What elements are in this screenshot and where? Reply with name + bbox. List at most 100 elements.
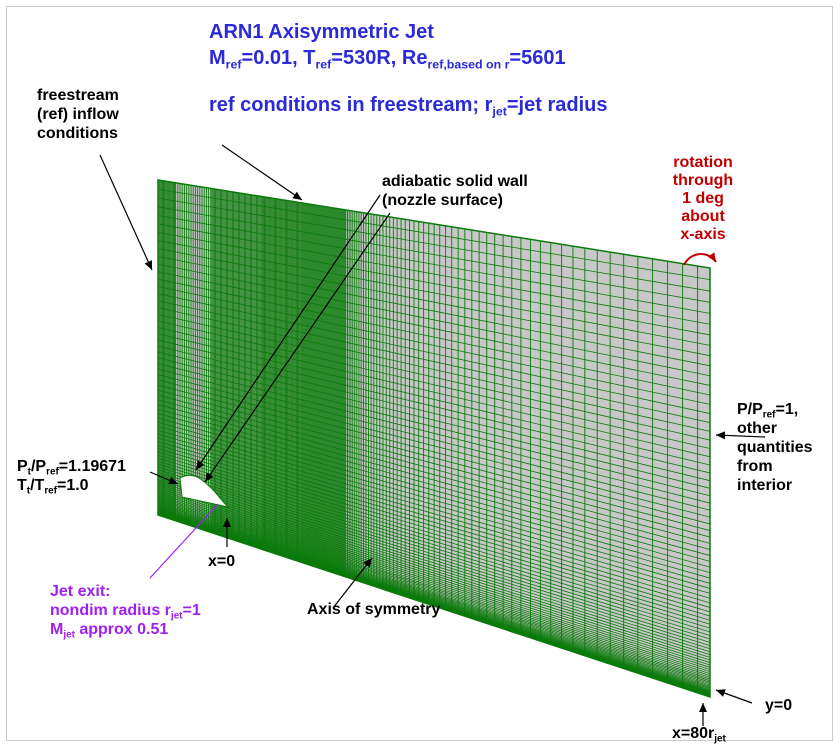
- temp-subscript: ref: [315, 57, 332, 72]
- freestream-label-line: conditions: [37, 125, 118, 142]
- pt-value: =1.19671: [58, 458, 126, 475]
- mesh-radial-line: [158, 404, 710, 556]
- x80-text: x=80r: [672, 725, 715, 742]
- outflow-label-line: from: [737, 458, 773, 475]
- freestream-label-line: (ref) inflow: [37, 106, 119, 123]
- pt-subscript: t: [27, 466, 31, 478]
- mach-value: =0.01,: [241, 47, 304, 69]
- outflow-p-subscript: ref: [762, 409, 776, 421]
- mesh-radial-line: [158, 460, 710, 629]
- arrow-wall-2: [204, 212, 391, 483]
- arrow-inflow-jet: [149, 471, 179, 485]
- mesh-radial-line: [158, 493, 710, 670]
- mesh-radial-line: [158, 345, 710, 482]
- mesh-grid-lines: [158, 180, 710, 697]
- jet-exit-mach-value: approx 0.51: [74, 621, 169, 638]
- mesh-radial-line: [158, 206, 710, 303]
- mesh-radial-line: [158, 223, 710, 325]
- title-line-2: Mref=0.01, Tref=530R, Reref,based on r=5…: [209, 47, 566, 72]
- mesh-radial-line: [158, 240, 710, 346]
- mesh-radial-line: [158, 507, 710, 688]
- mesh-radial-line: [158, 479, 710, 653]
- mesh-radial-line: [158, 489, 710, 666]
- mesh-radial-line: [158, 429, 710, 589]
- pt-divider: /P: [30, 458, 47, 475]
- outflow-label-line: quantities: [737, 439, 813, 456]
- mesh-radial-line: [158, 512, 710, 695]
- title-line-3: ref conditions in freestream; rjet=jet r…: [209, 94, 607, 118]
- mesh-radial-line: [158, 255, 710, 367]
- rotation-label-line: about: [681, 208, 725, 225]
- arrow-freestream-inlet: [99, 154, 153, 271]
- outflow-p-value: =1,: [775, 401, 799, 418]
- mesh-radial-line: [158, 293, 710, 414]
- mesh-radial-line: [158, 469, 710, 640]
- mesh-radial-line: [158, 399, 710, 550]
- mesh-radial-line: [158, 509, 710, 691]
- mesh-radial-line: [158, 497, 710, 676]
- jet-exit-radius-text: nondim radius r: [50, 602, 171, 619]
- wall-label-line: adiabatic solid wall: [382, 173, 528, 190]
- mesh-radial-line: [158, 510, 710, 692]
- pt-ref-subscript: ref: [46, 466, 59, 478]
- mesh-radial-line: [158, 501, 710, 682]
- mesh-radial-line: [158, 263, 710, 377]
- mesh-radial-line: [158, 466, 710, 636]
- arrow-outflow: [715, 431, 766, 440]
- mesh-radial-line: [158, 474, 710, 646]
- mesh-radial-line: [158, 512, 710, 695]
- mesh-radial-line: [158, 413, 710, 568]
- rotation-label-line: through: [672, 172, 734, 189]
- mesh-radial-line: [158, 476, 710, 650]
- mesh-radial-line: [158, 327, 710, 458]
- wall-label: adiabatic solid wall (nozzle surface): [382, 172, 528, 210]
- mesh-radial-line: [158, 389, 710, 538]
- temp-value: =530R,: [331, 47, 402, 69]
- arrow-axis: [332, 557, 373, 609]
- mesh-radial-line: [158, 394, 710, 544]
- mesh-radial-line: [158, 441, 710, 604]
- jet-exit-mach-subscript: jet: [63, 629, 75, 641]
- mesh-radial-line: [158, 506, 710, 687]
- mesh-radial-line: [158, 231, 710, 336]
- reynolds-symbol: Re: [401, 47, 428, 69]
- outflow-p-symbol: P/P: [737, 401, 763, 418]
- mesh-radial-line: [158, 500, 710, 680]
- jet-exit-label: Jet exit: nondim radius rjet=1 Mjet appr…: [50, 582, 201, 641]
- mesh-radial-line: [158, 215, 710, 314]
- mesh-radial-line: [158, 448, 710, 613]
- arrow-jet-exit: [149, 503, 219, 579]
- mesh-radial-line: [158, 451, 710, 617]
- mesh-radial-line: [158, 491, 710, 668]
- mesh-radial-line: [158, 483, 710, 658]
- mesh-radial-line: [158, 481, 710, 656]
- mesh-radial-line: [158, 197, 710, 292]
- mesh-radial-line: [158, 357, 710, 497]
- nozzle-surface: [179, 474, 230, 508]
- mesh-radial-line: [158, 510, 710, 693]
- reynolds-value: =5601: [509, 47, 566, 69]
- arrow-y0: [715, 689, 753, 704]
- mesh-radial-line: [158, 368, 710, 511]
- outflow-pressure: P/Pref=1,: [737, 400, 813, 421]
- mesh-radial-line: [158, 503, 710, 683]
- mesh-radial-line: [158, 511, 710, 694]
- temp-symbol: T: [303, 47, 316, 69]
- tt-ref-subscript: ref: [44, 485, 57, 497]
- mesh-radial-line: [158, 271, 710, 386]
- mesh-radial-line: [158, 444, 710, 608]
- jet-exit-radius: nondim radius rjet=1: [50, 601, 201, 621]
- mesh-radial-line: [158, 286, 710, 405]
- x80-subscript: jet: [714, 733, 726, 745]
- mesh-radial-line: [158, 307, 710, 432]
- mesh-radial-line: [158, 425, 710, 584]
- jet-total-temperature: Tt/Tref=1.0: [17, 476, 126, 497]
- mesh-radial-line: [158, 487, 710, 663]
- mesh-radial-line: [158, 248, 710, 357]
- figure-frame: [6, 6, 833, 741]
- mesh-radial-line: [158, 504, 710, 685]
- mesh-radial-line: [158, 485, 710, 661]
- tt-symbol: T: [17, 477, 27, 494]
- title-line-1: ARN1 Axisymmetric Jet: [209, 21, 434, 43]
